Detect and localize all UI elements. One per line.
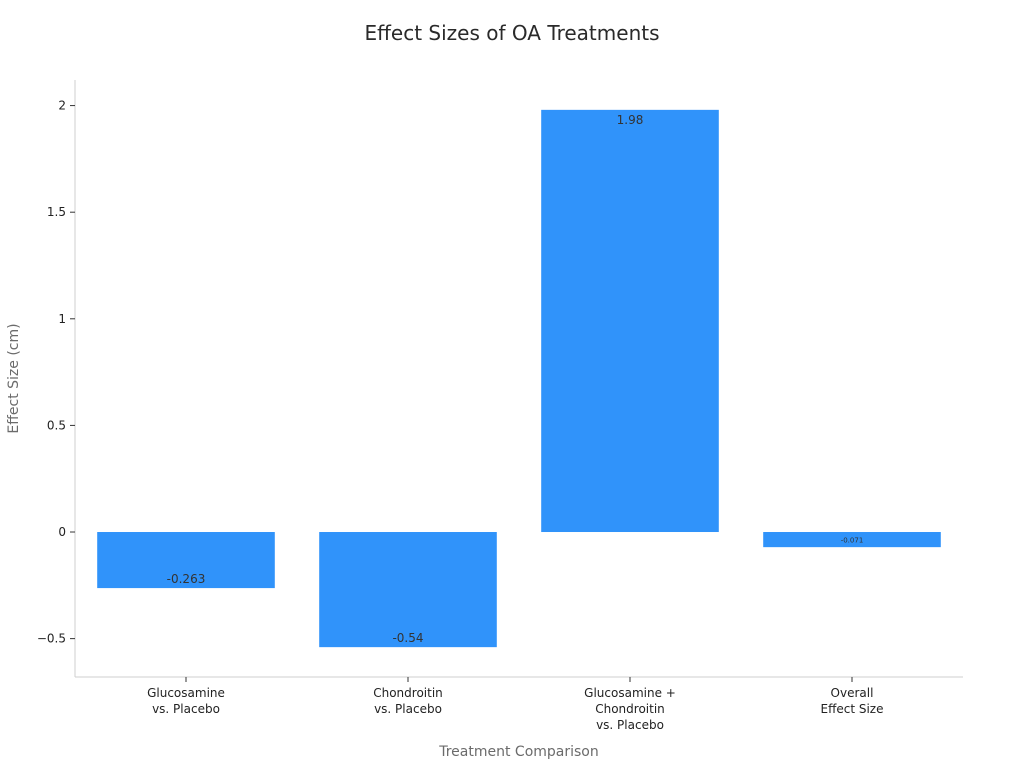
bars (97, 109, 941, 648)
x-tick-label: vs. Placebo (152, 702, 220, 716)
x-tick-label: Chondroitin (373, 686, 443, 700)
x-ticks: Glucosamine vs. Placebo Chondroitin vs. Pla… (147, 677, 883, 732)
chart-title: Effect Sizes of OA Treatments (365, 21, 660, 45)
y-tick-label: −0.5 (37, 632, 66, 646)
bar-value-label: -0.54 (392, 631, 423, 645)
y-tick-label: 1.5 (47, 205, 66, 219)
x-tick-label: Overall (831, 686, 874, 700)
bar-value-label: 1.98 (617, 113, 644, 127)
y-ticks: −0.5 0 0.5 1 1.5 2 (37, 99, 75, 646)
bar-value-label: -0.071 (841, 537, 864, 545)
y-tick-label: 2 (58, 99, 66, 113)
x-axis-title: Treatment Comparison (438, 744, 599, 760)
y-tick-label: 1 (58, 312, 66, 326)
y-tick-label: 0.5 (47, 418, 66, 432)
y-tick-label: 0 (58, 525, 66, 539)
bar (97, 532, 275, 589)
bar (319, 532, 497, 648)
x-tick-label: Glucosamine + (584, 686, 676, 700)
bar-labels: -0.263 -0.54 1.98 -0.071 (167, 113, 864, 645)
y-axis-title: Effect Size (cm) (6, 323, 22, 433)
x-tick-label: vs. Placebo (374, 702, 442, 716)
x-tick-label: Glucosamine (147, 686, 225, 700)
x-tick-label: Effect Size (821, 702, 884, 716)
x-tick-label: vs. Placebo (596, 718, 664, 732)
bar (541, 109, 719, 533)
x-tick-label: Chondroitin (595, 702, 665, 716)
bar (763, 532, 941, 548)
bar-value-label: -0.263 (167, 572, 206, 586)
